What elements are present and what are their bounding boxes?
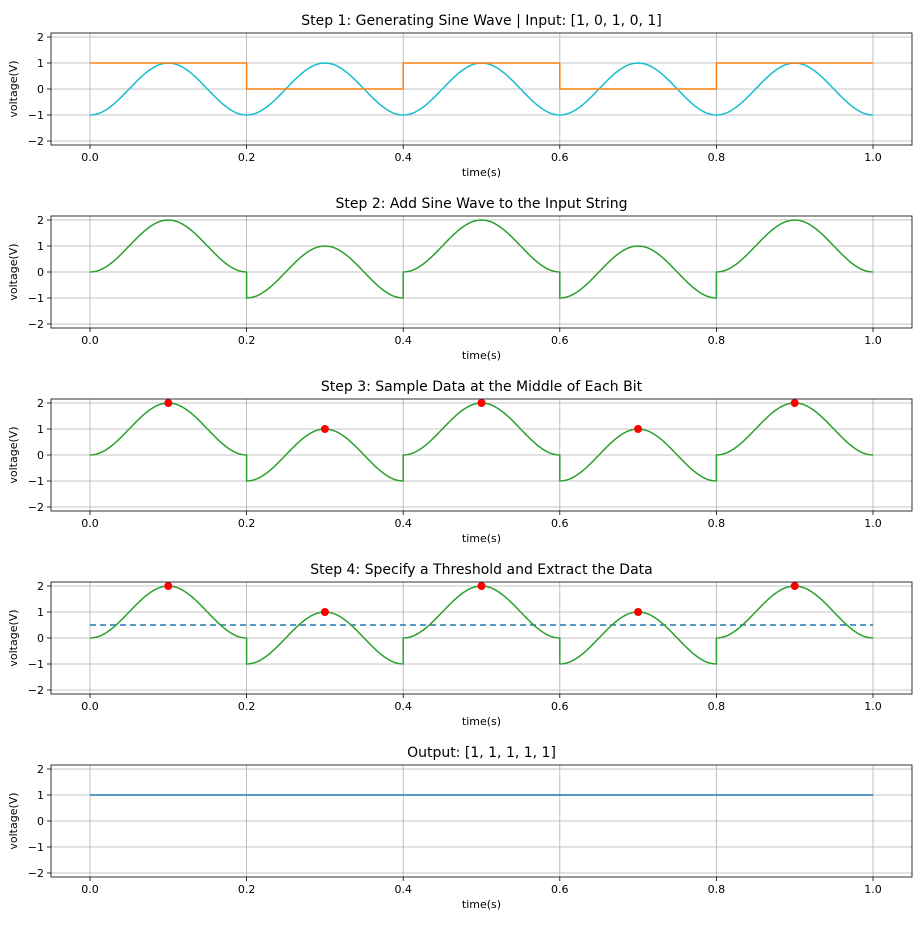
y-tick-label: 1 (37, 240, 44, 253)
x-tick-label: 1.0 (864, 700, 882, 713)
y-tick-label: 0 (37, 632, 44, 645)
y-tick-label: 2 (37, 214, 44, 227)
y-tick-label: −2 (28, 867, 44, 880)
x-tick-label: 0.6 (551, 334, 569, 347)
sample-point (164, 399, 173, 407)
x-tick-label: 0.0 (81, 517, 99, 530)
y-tick-label: 2 (37, 31, 44, 44)
y-tick-label: −1 (28, 292, 44, 305)
sample-point (790, 399, 799, 407)
y-tick-label: −1 (28, 658, 44, 671)
y-tick-label: 0 (37, 83, 44, 96)
x-tick-label: 0.6 (551, 517, 569, 530)
x-tick-label: 0.2 (238, 517, 256, 530)
y-tick-label: −2 (28, 135, 44, 148)
sample-point (790, 582, 799, 590)
sample-point (477, 582, 486, 590)
series-line-step (90, 62, 873, 90)
series-line-sum (89, 219, 874, 299)
y-tick-label: −1 (28, 475, 44, 488)
y-tick-label: −2 (28, 684, 44, 697)
y-tick-label: 1 (37, 606, 44, 619)
y-axis-label: voltage(V) (7, 243, 20, 300)
subplot-title: Step 4: Specify a Threshold and Extract … (310, 562, 653, 578)
y-tick-label: −1 (28, 841, 44, 854)
x-axis-label: time(s) (462, 898, 501, 911)
x-tick-label: 0.6 (551, 151, 569, 164)
y-tick-label: 1 (37, 789, 44, 802)
x-tick-label: 0.2 (238, 700, 256, 713)
x-tick-label: 0.6 (551, 700, 569, 713)
subplot-1: 0.0 0.2 0.4 0.6 0.8 1.0 2 1 0 −1 −2 Step 1: Generat… (7, 13, 913, 179)
x-tick-label: 0.0 (81, 151, 99, 164)
subplot-title: Step 1: Generating Sine Wave | Input: [1… (301, 13, 662, 29)
y-tick-label: 0 (37, 815, 44, 828)
subplot-2: 0.0 0.2 0.4 0.6 0.8 1.0 2 1 0 −1 −2 Step 2: Add Sin… (7, 196, 913, 362)
x-tick-label: 0.8 (708, 334, 726, 347)
x-tick-label: 0.4 (394, 700, 412, 713)
x-tick-label: 0.2 (238, 334, 256, 347)
sample-point (634, 425, 643, 433)
x-tick-label: 0.6 (551, 883, 569, 896)
subplot-3: 0.0 0.2 0.4 0.6 0.8 1.0 2 1 0 −1 −2 Step 3: Sample … (7, 379, 913, 545)
sample-point (320, 425, 329, 433)
y-tick-label: 2 (37, 763, 44, 776)
x-axis-label: time(s) (462, 166, 501, 179)
x-tick-label: 0.4 (394, 151, 412, 164)
x-tick-label: 1.0 (864, 334, 882, 347)
x-tick-label: 0.4 (394, 517, 412, 530)
x-tick-label: 0.8 (708, 883, 726, 896)
x-tick-label: 0.0 (81, 883, 99, 896)
x-tick-label: 1.0 (864, 151, 882, 164)
y-tick-label: −2 (28, 501, 44, 514)
sample-point (477, 399, 486, 407)
x-tick-label: 0.8 (708, 517, 726, 530)
y-tick-label: 0 (37, 449, 44, 462)
x-tick-label: 0.2 (238, 883, 256, 896)
subplot-4: 0.0 0.2 0.4 0.6 0.8 1.0 2 1 0 −1 −2 Step 4: Specify… (7, 562, 913, 728)
sample-point (320, 608, 329, 616)
y-axis-label: voltage(V) (7, 792, 20, 849)
x-tick-label: 0.4 (394, 883, 412, 896)
x-tick-label: 0.2 (238, 151, 256, 164)
subplot-title: Step 3: Sample Data at the Middle of Eac… (321, 379, 643, 395)
y-axis-label: voltage(V) (7, 426, 20, 483)
x-tick-label: 0.8 (708, 700, 726, 713)
sample-point (634, 608, 643, 616)
x-axis-label: time(s) (462, 349, 501, 362)
y-tick-label: 1 (37, 57, 44, 70)
x-tick-label: 1.0 (864, 517, 882, 530)
y-tick-label: −1 (28, 109, 44, 122)
x-tick-label: 0.0 (81, 700, 99, 713)
subplot-title: Output: [1, 1, 1, 1, 1] (407, 745, 556, 761)
x-tick-label: 0.0 (81, 334, 99, 347)
x-tick-label: 0.4 (394, 334, 412, 347)
series-line-sum (89, 402, 874, 482)
y-tick-label: 1 (37, 423, 44, 436)
subplot-title: Step 2: Add Sine Wave to the Input Strin… (336, 196, 628, 212)
y-axis-label: voltage(V) (7, 609, 20, 666)
y-tick-label: 2 (37, 580, 44, 593)
y-tick-label: 0 (37, 266, 44, 279)
sample-point (164, 582, 173, 590)
x-axis-label: time(s) (462, 532, 501, 545)
y-axis-label: voltage(V) (7, 60, 20, 117)
y-tick-label: −2 (28, 318, 44, 331)
x-axis-label: time(s) (462, 715, 501, 728)
subplot-5: 0.0 0.2 0.4 0.6 0.8 1.0 2 1 0 −1 −2 Output: [1, 1, … (7, 745, 913, 911)
x-tick-label: 1.0 (864, 883, 882, 896)
y-tick-label: 2 (37, 397, 44, 410)
x-tick-label: 0.8 (708, 151, 726, 164)
